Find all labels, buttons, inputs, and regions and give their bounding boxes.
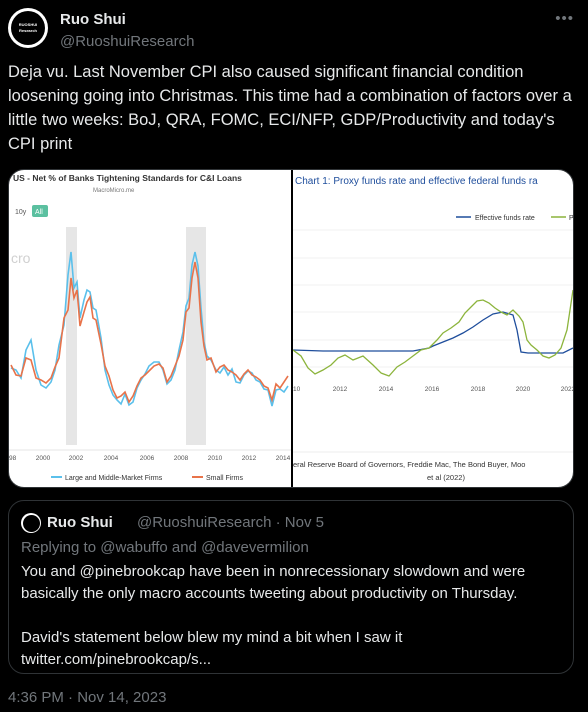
chart-left-title: US - Net % of Banks Tightening Standards…	[13, 173, 242, 183]
x-tick-left-2014: 2014	[276, 455, 291, 462]
series-effective-rate	[292, 311, 573, 354]
x-tick-left-2010: 2010	[208, 455, 223, 462]
author-name[interactable]: Ruo Shui	[60, 11, 126, 28]
chart-right-source-2: et al (2022)	[427, 473, 465, 482]
quoted-tweet[interactable]: Ruo Shui @RuoshuiResearch · Nov 5 Replyi…	[8, 500, 574, 674]
legend-small-label: Small Firms	[206, 475, 243, 482]
quote-author-name[interactable]: Ruo Shui	[47, 514, 113, 531]
x-tick-left-2012: 2012	[242, 455, 257, 462]
series-small-firms	[10, 261, 289, 404]
avatar-logo: RUOSHUI Research	[11, 11, 45, 45]
media-container[interactable]: US - Net % of Banks Tightening Standards…	[8, 169, 574, 488]
x-tick-right-2018: 2018	[471, 386, 486, 393]
chart-left-source: MacroMicro.me	[93, 188, 135, 194]
legend-large-label: Large and Middle-Market Firms	[65, 475, 163, 482]
chart-image-right[interactable]: Chart 1: Proxy funds rate and effective …	[292, 170, 574, 487]
x-tick-left-2000: 2000	[36, 455, 51, 462]
quote-replying-to: Replying to @wabuffo and @davevermilion	[21, 539, 309, 556]
quote-link[interactable]: twitter.com/pinebrookcap/s...	[21, 651, 212, 668]
x-ticks-left: 98 2000 2002 2004 2006 2008 2010 2012 2014	[9, 455, 291, 462]
quote-text-p2: David's statement below blew my mind a b…	[21, 629, 403, 646]
avatar-logo-text: RUOSHUI Research	[18, 22, 38, 33]
x-tick-right-2016: 2016	[425, 386, 440, 393]
x-tick-left-98: 98	[9, 455, 17, 462]
x-tick-right-2020: 2020	[516, 386, 531, 393]
tweet-text: Deja vu. Last November CPI also caused s…	[8, 63, 572, 153]
btn-10y-label[interactable]: 10y	[15, 209, 27, 216]
series-proxy-rate	[292, 289, 573, 377]
legend-proxy-label: Pr	[569, 215, 574, 222]
x-ticks-right: 10 2012 2014 2016 2018 2020 2022	[293, 386, 574, 393]
quote-author-handle[interactable]: @RuoshuiResearch · Nov 5	[137, 514, 324, 531]
chart-right-source-1: eral Reserve Board of Governors, Freddie…	[293, 460, 525, 469]
grid-right	[293, 229, 573, 368]
author-handle[interactable]: @RuoshuiResearch	[60, 33, 195, 50]
x-tick-right-2022: 2022	[561, 386, 574, 393]
x-tick-right-10: 10	[293, 386, 301, 393]
series-large-firms	[10, 251, 289, 407]
quote-text: You and @pinebrookcap have been in nonre…	[21, 561, 561, 671]
x-tick-left-2004: 2004	[104, 455, 119, 462]
chart-right-title: Chart 1: Proxy funds rate and effective …	[295, 176, 538, 187]
quote-avatar[interactable]	[21, 513, 41, 533]
x-tick-right-2012: 2012	[333, 386, 348, 393]
btn-all-label[interactable]: All	[35, 209, 43, 216]
watermark: cro	[11, 250, 31, 266]
x-tick-left-2008: 2008	[174, 455, 189, 462]
quote-text-p1: You and @pinebrookcap have been in nonre…	[21, 563, 526, 602]
btn-all[interactable]	[32, 205, 48, 217]
x-tick-left-2002: 2002	[69, 455, 84, 462]
tweet-timestamp[interactable]: 4:36 PM · Nov 14, 2023	[8, 689, 167, 706]
more-icon[interactable]: •••	[555, 10, 574, 27]
tweet-header: RUOSHUI Research Ruo Shui @RuoshuiResear…	[8, 8, 580, 50]
x-tick-left-2006: 2006	[140, 455, 155, 462]
x-tick-right-2014: 2014	[379, 386, 394, 393]
avatar[interactable]: RUOSHUI Research	[8, 8, 48, 48]
legend-effective-label: Effective funds rate	[475, 215, 535, 222]
chart-image-left[interactable]: US - Net % of Banks Tightening Standards…	[9, 170, 291, 487]
recession-band-1	[66, 227, 77, 445]
